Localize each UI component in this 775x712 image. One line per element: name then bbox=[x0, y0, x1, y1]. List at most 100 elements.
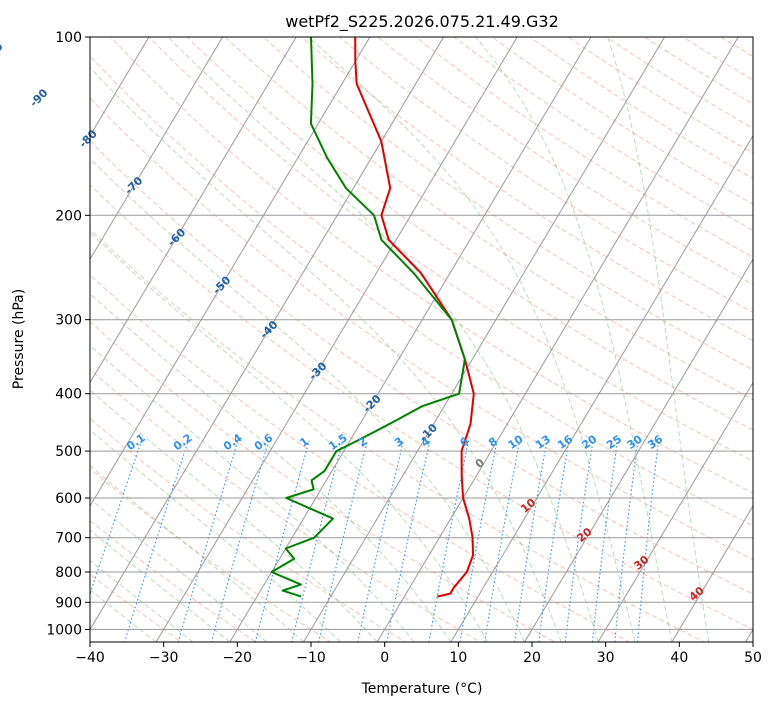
mixing-ratio-line bbox=[483, 441, 520, 654]
isotherm bbox=[223, 24, 599, 654]
mixing-ratio-label: 0.2 bbox=[171, 431, 194, 453]
dry-adiabat bbox=[0, 14, 219, 668]
isotherm bbox=[0, 24, 231, 654]
mixing-ratio-label: 25 bbox=[604, 433, 624, 452]
mixing-ratio-label: 13 bbox=[533, 433, 553, 452]
mixing-ratio-label: 10 bbox=[506, 432, 526, 452]
temperature-profile-line bbox=[355, 37, 474, 597]
moist-adiabat-label: -90 bbox=[27, 86, 50, 109]
x-tick-label: 0 bbox=[380, 650, 389, 666]
moist-adiabat bbox=[0, 25, 451, 643]
moist-adiabat-label: -80 bbox=[77, 127, 100, 150]
mixing-ratio-label: 1 bbox=[297, 435, 311, 450]
mixing-ratio-label: 6 bbox=[458, 435, 472, 450]
moist-adiabat-label: -70 bbox=[122, 174, 145, 197]
dry-adiabat bbox=[127, 14, 775, 668]
dry-adiabat bbox=[610, 14, 775, 668]
mixing-ratio-label: 0.4 bbox=[221, 431, 245, 453]
mixing-ratio-label: 2 bbox=[356, 435, 370, 450]
isotherm bbox=[0, 24, 10, 654]
dry-adiabat-label: 10 bbox=[518, 496, 538, 516]
y-tick-label: 400 bbox=[55, 387, 82, 403]
moist-adiabat bbox=[0, 25, 340, 643]
mixing-ratio-label: 0.6 bbox=[252, 431, 276, 453]
dry-adiabat bbox=[387, 14, 775, 668]
isotherm bbox=[738, 24, 775, 654]
mixing-ratio-line bbox=[208, 441, 269, 654]
dry-adiabat bbox=[0, 14, 775, 668]
dry-adiabat-label: 40 bbox=[687, 584, 707, 604]
isotherm bbox=[665, 24, 775, 654]
dry-adiabat bbox=[15, 14, 775, 668]
isotherm bbox=[444, 24, 775, 654]
x-tick-label: 50 bbox=[744, 650, 762, 666]
x-tick-label: 10 bbox=[449, 650, 467, 666]
dry-adiabat bbox=[313, 14, 775, 668]
mixing-ratio-label: 3 bbox=[392, 435, 406, 450]
chart-title: wetPf2_S225.2026.075.21.49.G32 bbox=[285, 12, 559, 32]
mixing-ratio-line bbox=[458, 441, 497, 654]
x-tick-label: −40 bbox=[75, 650, 105, 666]
x-tick-label: 30 bbox=[597, 650, 615, 666]
x-tick-label: 20 bbox=[523, 650, 541, 666]
dry-adiabat bbox=[573, 14, 775, 668]
x-tick-label: −30 bbox=[149, 650, 179, 666]
dewpoint-profile-line bbox=[272, 37, 465, 597]
x-axis-label: Temperature (°C) bbox=[361, 681, 483, 697]
y-tick-label: 1000 bbox=[46, 622, 82, 638]
y-axis-label: Pressure (hPa) bbox=[11, 289, 27, 389]
isotherm bbox=[370, 24, 746, 654]
mixing-ratio-label: 8 bbox=[486, 435, 500, 450]
moist-adiabat bbox=[51, 25, 561, 643]
mixing-ratio-line bbox=[384, 441, 430, 654]
x-tick-label: −10 bbox=[296, 650, 326, 666]
moist-adiabat bbox=[0, 25, 377, 643]
dry-adiabat bbox=[0, 14, 775, 668]
moist-adiabat bbox=[0, 25, 414, 643]
mixing-ratio-label: 20 bbox=[579, 432, 599, 452]
y-tick-label: 100 bbox=[55, 30, 82, 46]
mixing-ratio-line bbox=[637, 441, 659, 654]
dry-adiabat bbox=[238, 14, 775, 668]
dry-adiabat bbox=[536, 14, 775, 668]
moist-adiabat bbox=[0, 25, 230, 643]
moist-adiabat bbox=[0, 25, 267, 643]
moist-adiabat bbox=[0, 25, 193, 643]
mixing-ratio-line bbox=[175, 441, 238, 654]
profile-series bbox=[272, 37, 474, 597]
y-ticks: 100 200 300 400 500 600 700 800 900 1000 bbox=[46, 30, 90, 638]
dry-adiabat-label: 30 bbox=[632, 553, 652, 573]
x-tick-label: −20 bbox=[223, 650, 253, 666]
mixing-ratio-label: 30 bbox=[625, 432, 645, 452]
moist-adiabat-label: -100 bbox=[0, 40, 6, 69]
y-tick-label: 700 bbox=[55, 531, 82, 547]
dry-adiabat bbox=[462, 14, 775, 668]
moist-adiabat-label: -60 bbox=[165, 226, 188, 249]
y-tick-label: 300 bbox=[55, 313, 82, 329]
mixing-ratio-label: 16 bbox=[555, 432, 575, 452]
dry-adiabat bbox=[722, 14, 775, 668]
y-tick-label: 600 bbox=[55, 491, 82, 507]
isotherm bbox=[2, 24, 378, 654]
moist-adiabat-label: -20 bbox=[361, 392, 384, 415]
isotherm bbox=[0, 24, 304, 654]
y-tick-label: 800 bbox=[55, 565, 82, 581]
dry-adiabat bbox=[350, 14, 775, 668]
mixing-ratio-line bbox=[537, 441, 569, 654]
moist-adiabat bbox=[295, 25, 635, 643]
moist-adiabat-label: -30 bbox=[306, 359, 329, 382]
isotherm bbox=[591, 24, 775, 654]
background-lines bbox=[0, 14, 775, 668]
moist-adiabat-label: -50 bbox=[210, 273, 233, 296]
dry-adiabat-label: 0 bbox=[473, 456, 487, 471]
mixing-ratio-line bbox=[355, 441, 403, 654]
y-tick-label: 200 bbox=[55, 208, 82, 224]
moist-adiabat-label: -40 bbox=[257, 318, 280, 341]
y-tick-label: 500 bbox=[55, 444, 82, 460]
y-tick-label: 900 bbox=[55, 595, 82, 611]
isotherm bbox=[149, 24, 525, 654]
